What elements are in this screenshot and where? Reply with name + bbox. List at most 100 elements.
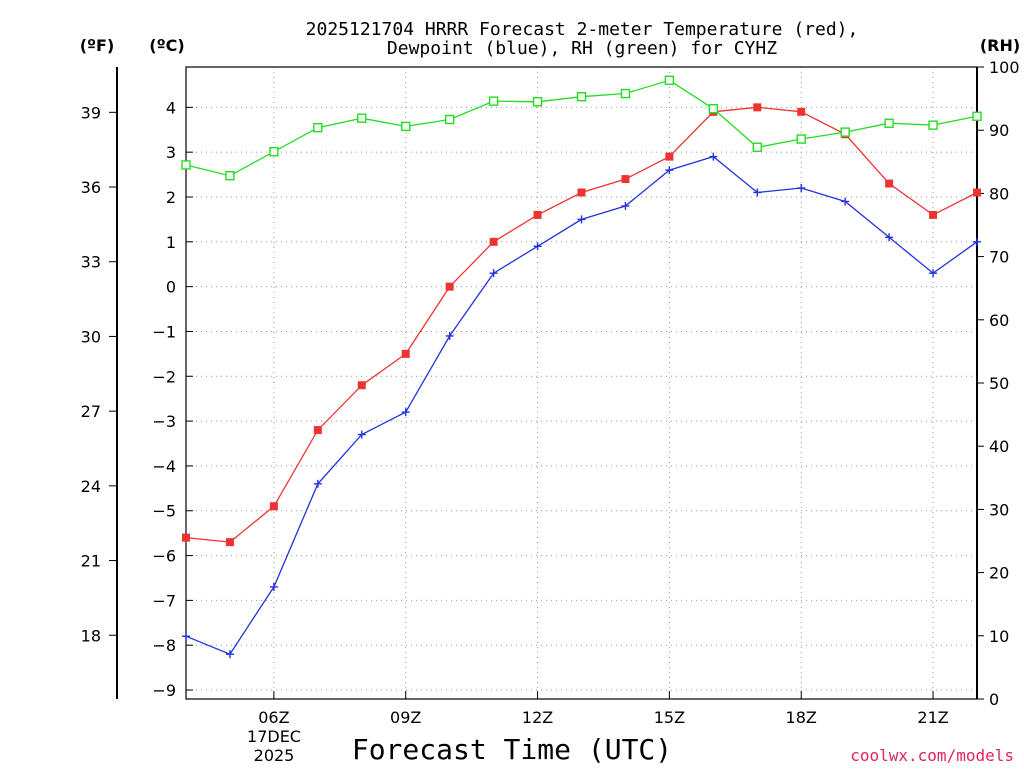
temperature-data-point [973,188,981,197]
axes-layer: 43210−1−2−3−4−5−6−7−8−939363330272421181… [81,58,1020,727]
celsius-tick-label: −4 [152,457,176,476]
x-tick-label: 21Z [917,708,948,727]
grid-layer [186,67,977,699]
celsius-unit-label: (ºC) [149,36,184,55]
rh-data-point [576,92,587,102]
fahrenheit-tick-label: 33 [81,253,101,272]
rh-tick-label: 30 [989,500,1009,519]
fahrenheit-unit-label: (ºF) [80,36,115,55]
dewpoint-data-point [445,331,454,340]
temperature-data-point [182,533,190,542]
dewpoint-data-point [929,269,938,278]
dewpoint-data-point [225,650,234,659]
fahrenheit-tick-label: 36 [81,178,101,197]
dewpoint-data-point [885,233,894,242]
dewpoint-data-point [401,408,410,417]
rh-data-point [664,75,675,85]
rh-tick-label: 100 [989,58,1020,77]
dewpoint-data-point [269,582,278,591]
celsius-tick-label: −2 [152,367,176,386]
rh-tick-label: 80 [989,184,1009,203]
temperature-data-point [929,210,938,219]
celsius-tick-label: 4 [166,98,176,117]
celsius-tick-label: −5 [152,502,176,521]
chart-title-line2: Dewpoint (blue), RH (green) for CYHZ [387,38,777,59]
rh-data-point [181,160,191,170]
rh-data-point [532,97,543,107]
celsius-tick-label: −1 [152,322,176,341]
celsius-tick-label: −7 [152,591,176,610]
rh-data-point [884,118,894,128]
temperature-series-line [185,106,978,543]
dewpoint-data-point [841,197,850,206]
dewpoint-data-point [313,479,322,488]
rh-data-point [269,146,279,157]
series-layer [181,75,982,659]
temperature-data-point [313,426,322,435]
fahrenheit-tick-label: 39 [81,103,101,122]
temperature-data-point [665,152,674,161]
temperature-data-point [533,210,542,219]
rh-tick-label: 0 [989,690,999,709]
dewpoint-data-point [489,269,498,278]
rh-data-point [796,134,806,144]
rh-tick-label: 10 [989,627,1009,646]
credit-label: coolwx.com/models [850,746,1014,765]
fahrenheit-tick-label: 18 [81,626,101,645]
rh-data-point [972,111,982,121]
x-axis-title: Forecast Time (UTC) [352,733,672,766]
x-tick-label: 18Z [786,708,817,727]
fahrenheit-tick-label: 27 [81,402,101,421]
text-layer: 2025121704 HRRR Forecast 2-meter Tempera… [80,19,1020,766]
dewpoint-data-point [357,430,366,439]
celsius-tick-label: 3 [166,143,176,162]
temperature-data-point [885,179,894,188]
rh-unit-label: (RH) [980,36,1020,55]
celsius-tick-label: −8 [152,636,176,655]
rh-tick-label: 70 [989,248,1009,267]
celsius-tick-label: 1 [166,233,176,252]
dewpoint-data-point [621,201,630,210]
fahrenheit-tick-label: 24 [81,477,101,496]
temperature-data-point [401,349,410,358]
temperature-data-point [753,103,762,112]
rh-data-point [225,171,235,181]
date-day-label: 17DEC [247,727,301,746]
dewpoint-data-point [577,215,586,224]
celsius-tick-label: 2 [166,188,176,207]
rh-tick-label: 20 [989,564,1009,583]
rh-data-point [444,114,455,125]
temperature-data-point [577,188,586,197]
rh-data-point [752,142,762,152]
celsius-tick-label: 0 [166,278,176,297]
temperature-data-point [445,282,454,291]
rh-tick-label: 50 [989,374,1009,393]
x-tick-label: 09Z [390,708,421,727]
rh-data-point [708,104,719,114]
celsius-tick-label: −6 [152,547,176,566]
temperature-data-point [621,175,630,184]
dewpoint-data-point [182,632,190,641]
celsius-tick-label: −9 [152,681,176,700]
rh-tick-label: 40 [989,437,1009,456]
rh-data-point [840,127,850,137]
temperature-data-point [225,538,234,547]
temperature-data-point [797,107,806,116]
temperature-data-point [269,502,278,511]
fahrenheit-tick-label: 30 [81,327,101,346]
rh-tick-label: 60 [989,311,1009,330]
dewpoint-data-point [533,242,542,251]
rh-data-point [313,122,323,133]
rh-tick-label: 90 [989,121,1009,140]
x-tick-label: 06Z [258,708,289,727]
rh-data-point [401,121,411,132]
dewpoint-data-point [709,152,718,161]
dewpoint-data-point [665,166,674,175]
rh-data-point [928,120,938,130]
temperature-data-point [357,381,366,390]
x-tick-label: 12Z [522,708,553,727]
dewpoint-series-line [185,155,978,656]
rh-data-point [357,113,367,123]
